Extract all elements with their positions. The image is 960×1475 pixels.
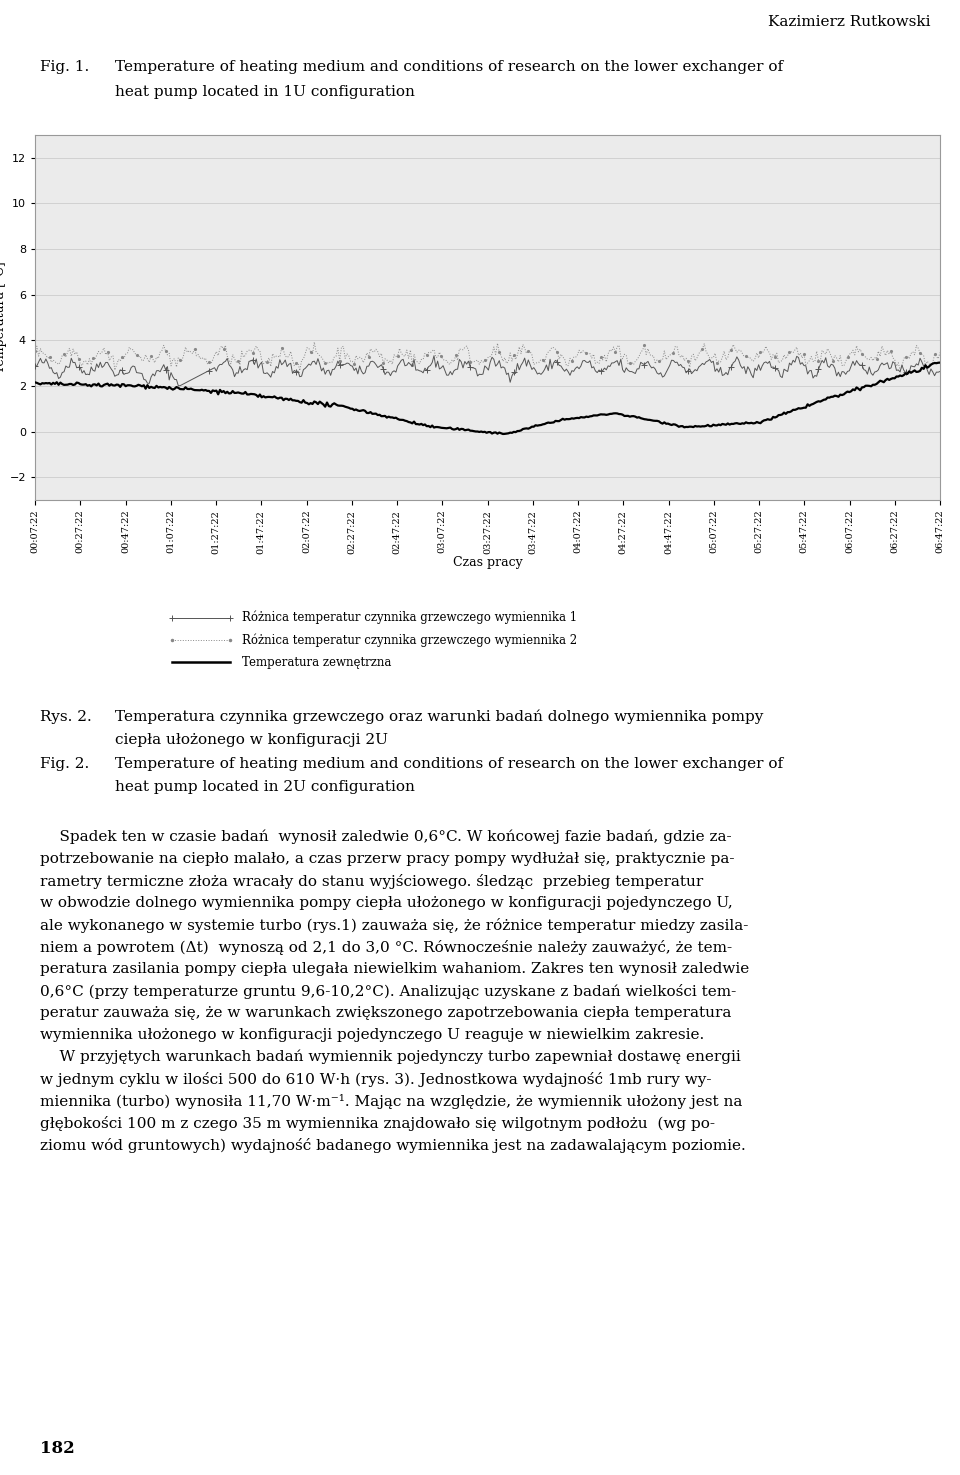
Text: ciepła ułożonego w konfiguracji 2U: ciepła ułożonego w konfiguracji 2U <box>115 733 388 746</box>
Text: rametry termiczne złoża wracały do stanu wyjściowego. śledząc  przebieg temperat: rametry termiczne złoża wracały do stanu… <box>40 875 704 889</box>
Text: heat pump located in 2U configuration: heat pump located in 2U configuration <box>115 780 415 794</box>
Text: 0,6°C (przy temperaturze gruntu 9,6-10,2°C). Analizując uzyskane z badań wielkoś: 0,6°C (przy temperaturze gruntu 9,6-10,2… <box>40 984 736 999</box>
Text: Kazimierz Rutkowski: Kazimierz Rutkowski <box>767 15 930 30</box>
Text: peratur zauważa się, że w warunkach zwiększonego zapotrzebowania ciepła temperat: peratur zauważa się, że w warunkach zwię… <box>40 1006 732 1021</box>
Text: ziomu wód gruntowych) wydajność badanego wymiennika jest na zadawalającym poziom: ziomu wód gruntowych) wydajność badanego… <box>40 1139 746 1153</box>
Text: w jednym cyklu w ilości 500 do 610 W·h (rys. 3). Jednostkowa wydajność 1mb rury : w jednym cyklu w ilości 500 do 610 W·h (… <box>40 1072 711 1087</box>
Text: Fig. 1.: Fig. 1. <box>40 60 89 74</box>
Text: ale wykonanego w systemie turbo (rys.1) zauważa się, że różnice temperatur miedz: ale wykonanego w systemie turbo (rys.1) … <box>40 917 749 934</box>
Text: Temperature of heating medium and conditions of research on the lower exchanger : Temperature of heating medium and condit… <box>115 757 783 771</box>
Text: Fig. 2.: Fig. 2. <box>40 757 89 771</box>
Text: Temperatura czynnika grzewczego oraz warunki badań dolnego wymiennika pompy: Temperatura czynnika grzewczego oraz war… <box>115 709 763 724</box>
Text: Różnica temperatur czynnika grzewczego wymiennika 1: Różnica temperatur czynnika grzewczego w… <box>242 611 577 624</box>
Text: W przyjętych warunkach badań wymiennik pojedynczy turbo zapewniał dostawę energi: W przyjętych warunkach badań wymiennik p… <box>40 1050 741 1065</box>
Text: w obwodzie dolnego wymiennika pompy ciepła ułożonego w konfiguracji pojedynczego: w obwodzie dolnego wymiennika pompy ciep… <box>40 895 732 910</box>
Text: głębokości 100 m z czego 35 m wymiennika znajdowało się wilgotnym podłożu  (wg p: głębokości 100 m z czego 35 m wymiennika… <box>40 1117 715 1131</box>
Text: Różnica temperatur czynnika grzewczego wymiennika 2: Różnica temperatur czynnika grzewczego w… <box>242 633 577 646</box>
Y-axis label: Temperatura [°C]: Temperatura [°C] <box>0 261 7 373</box>
Text: peratura zasilania pompy ciepła ulegała niewielkim wahaniom. Zakres ten wynosił : peratura zasilania pompy ciepła ulegała … <box>40 962 749 976</box>
Text: Spadek ten w czasie badań  wynosił zaledwie 0,6°C. W końcowej fazie badań, gdzie: Spadek ten w czasie badań wynosił zaledw… <box>40 830 732 845</box>
Text: Temperature of heating medium and conditions of research on the lower exchanger : Temperature of heating medium and condit… <box>115 60 783 74</box>
Text: Temperatura zewnętrzna: Temperatura zewnętrzna <box>242 656 392 668</box>
Text: wymiennika ułożonego w konfiguracji pojedynczego U reaguje w niewielkim zakresie: wymiennika ułożonego w konfiguracji poje… <box>40 1028 705 1041</box>
Text: 182: 182 <box>40 1440 75 1457</box>
Text: heat pump located in 1U configuration: heat pump located in 1U configuration <box>115 86 415 99</box>
Text: Rys. 2.: Rys. 2. <box>40 709 92 724</box>
Text: niem a powrotem (Δt)  wynoszą od 2,1 do 3,0 °C. Równocześnie należy zauważyć, że: niem a powrotem (Δt) wynoszą od 2,1 do 3… <box>40 940 732 954</box>
Text: miennika (turbo) wynosiła 11,70 W·m⁻¹. Mając na względzie, że wymiennik ułożony : miennika (turbo) wynosiła 11,70 W·m⁻¹. M… <box>40 1094 742 1109</box>
Text: potrzebowanie na ciepło malało, a czas przerw pracy pompy wydłużał się, praktycz: potrzebowanie na ciepło malało, a czas p… <box>40 853 734 866</box>
X-axis label: Czas pracy: Czas pracy <box>452 556 522 569</box>
